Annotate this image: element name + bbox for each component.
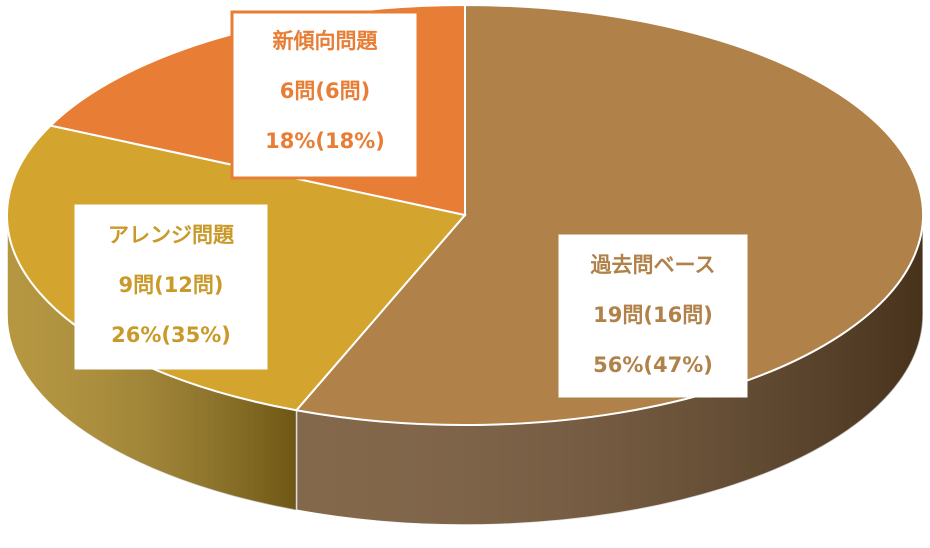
label-box — [230, 10, 420, 180]
category-label: アレンジ問題 — [108, 223, 235, 247]
count-label: 6問(6問) — [280, 79, 370, 103]
value-label: 26%(35%) — [111, 323, 231, 347]
value-label: 18%(18%) — [265, 129, 385, 153]
side-shade — [296, 215, 924, 525]
side-shade — [7, 215, 297, 511]
count-label: 19問(16問) — [593, 303, 713, 327]
category-label: 過去問ベース — [591, 253, 716, 277]
slice — [294, 3, 924, 426]
category-label: 新傾向問題 — [273, 29, 379, 53]
value-label: 56%(47%) — [593, 353, 713, 377]
count-label: 9問(12問) — [118, 273, 223, 297]
label-box — [74, 204, 268, 370]
label-box — [558, 234, 748, 398]
